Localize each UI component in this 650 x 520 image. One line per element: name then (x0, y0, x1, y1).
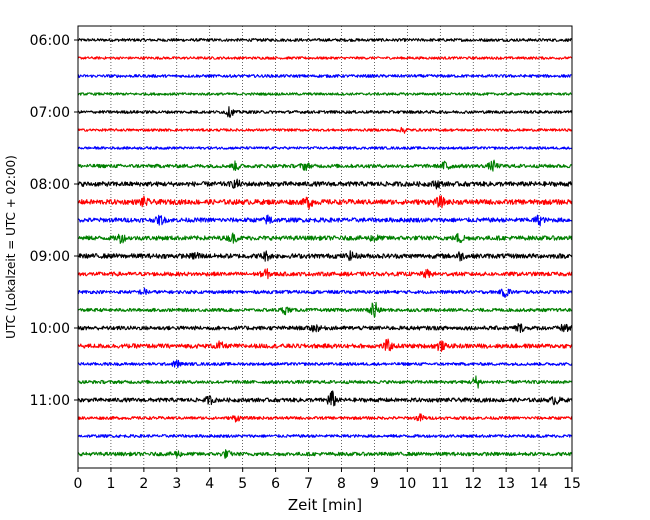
x-tick-label-0: 0 (74, 476, 83, 492)
seismic-traces (77, 38, 573, 459)
trace-0945 (77, 301, 573, 318)
y-tick-label-3: 09:00 (30, 249, 70, 265)
trace-1100 (77, 390, 573, 407)
x-tick-label-3: 3 (172, 476, 181, 492)
x-tick-label-10: 10 (398, 476, 416, 492)
trace-0915 (77, 268, 573, 280)
x-tick-label-11: 11 (431, 476, 449, 492)
trace-0730 (77, 146, 573, 150)
trace-1015 (77, 338, 573, 352)
trace-1000 (77, 323, 573, 334)
trace-0615 (77, 56, 573, 60)
trace-0815 (77, 195, 573, 210)
trace-0715 (77, 126, 573, 134)
trace-1145 (77, 449, 573, 459)
x-tick-label-12: 12 (464, 476, 482, 492)
x-tick-label-4: 4 (205, 476, 214, 492)
x-axis-label: Zeit [min] (288, 496, 362, 514)
x-tick-label-15: 15 (563, 476, 581, 492)
trace-0745 (77, 159, 573, 172)
x-tick-label-1: 1 (106, 476, 115, 492)
y-tick-label-5: 11:00 (30, 393, 70, 409)
trace-0645 (77, 92, 573, 96)
plot-frame (77, 25, 573, 469)
trace-1045 (77, 375, 573, 389)
y-tick-label-0: 06:00 (30, 33, 70, 49)
x-tick-label-5: 5 (238, 476, 247, 492)
trace-0700 (77, 106, 573, 118)
x-tick-label-14: 14 (530, 476, 548, 492)
y-axis-label: UTC (Lokalzeit = UTC + 02:00) (4, 155, 18, 339)
y-tick-label-4: 10:00 (30, 321, 70, 337)
x-tick-label-13: 13 (497, 476, 515, 492)
y-tick-label-1: 07:00 (30, 105, 70, 121)
trace-0900 (77, 250, 573, 262)
trace-1115 (77, 413, 573, 423)
trace-0845 (77, 232, 573, 244)
x-tick-label-9: 9 (370, 476, 379, 492)
x-tick-label-6: 6 (271, 476, 280, 492)
x-tick-label-8: 8 (337, 476, 346, 492)
x-tick-label-7: 7 (304, 476, 313, 492)
trace-0930 (77, 287, 573, 299)
x-tick-label-2: 2 (139, 476, 148, 492)
x-axis-ticks: 0 1 2 3 4 5 6 7 8 9 10 11 12 13 14 15 (74, 468, 581, 492)
y-tick-label-2: 08:00 (30, 177, 70, 193)
trace-0600 (77, 38, 573, 42)
trace-0800 (77, 178, 573, 190)
trace-0830 (77, 214, 573, 227)
trace-1030 (77, 359, 573, 369)
trace-0630 (77, 74, 573, 78)
y-axis-ticks: 06:00 07:00 08:00 09:00 10:00 11:00 (30, 33, 78, 409)
trace-1130 (77, 434, 573, 438)
